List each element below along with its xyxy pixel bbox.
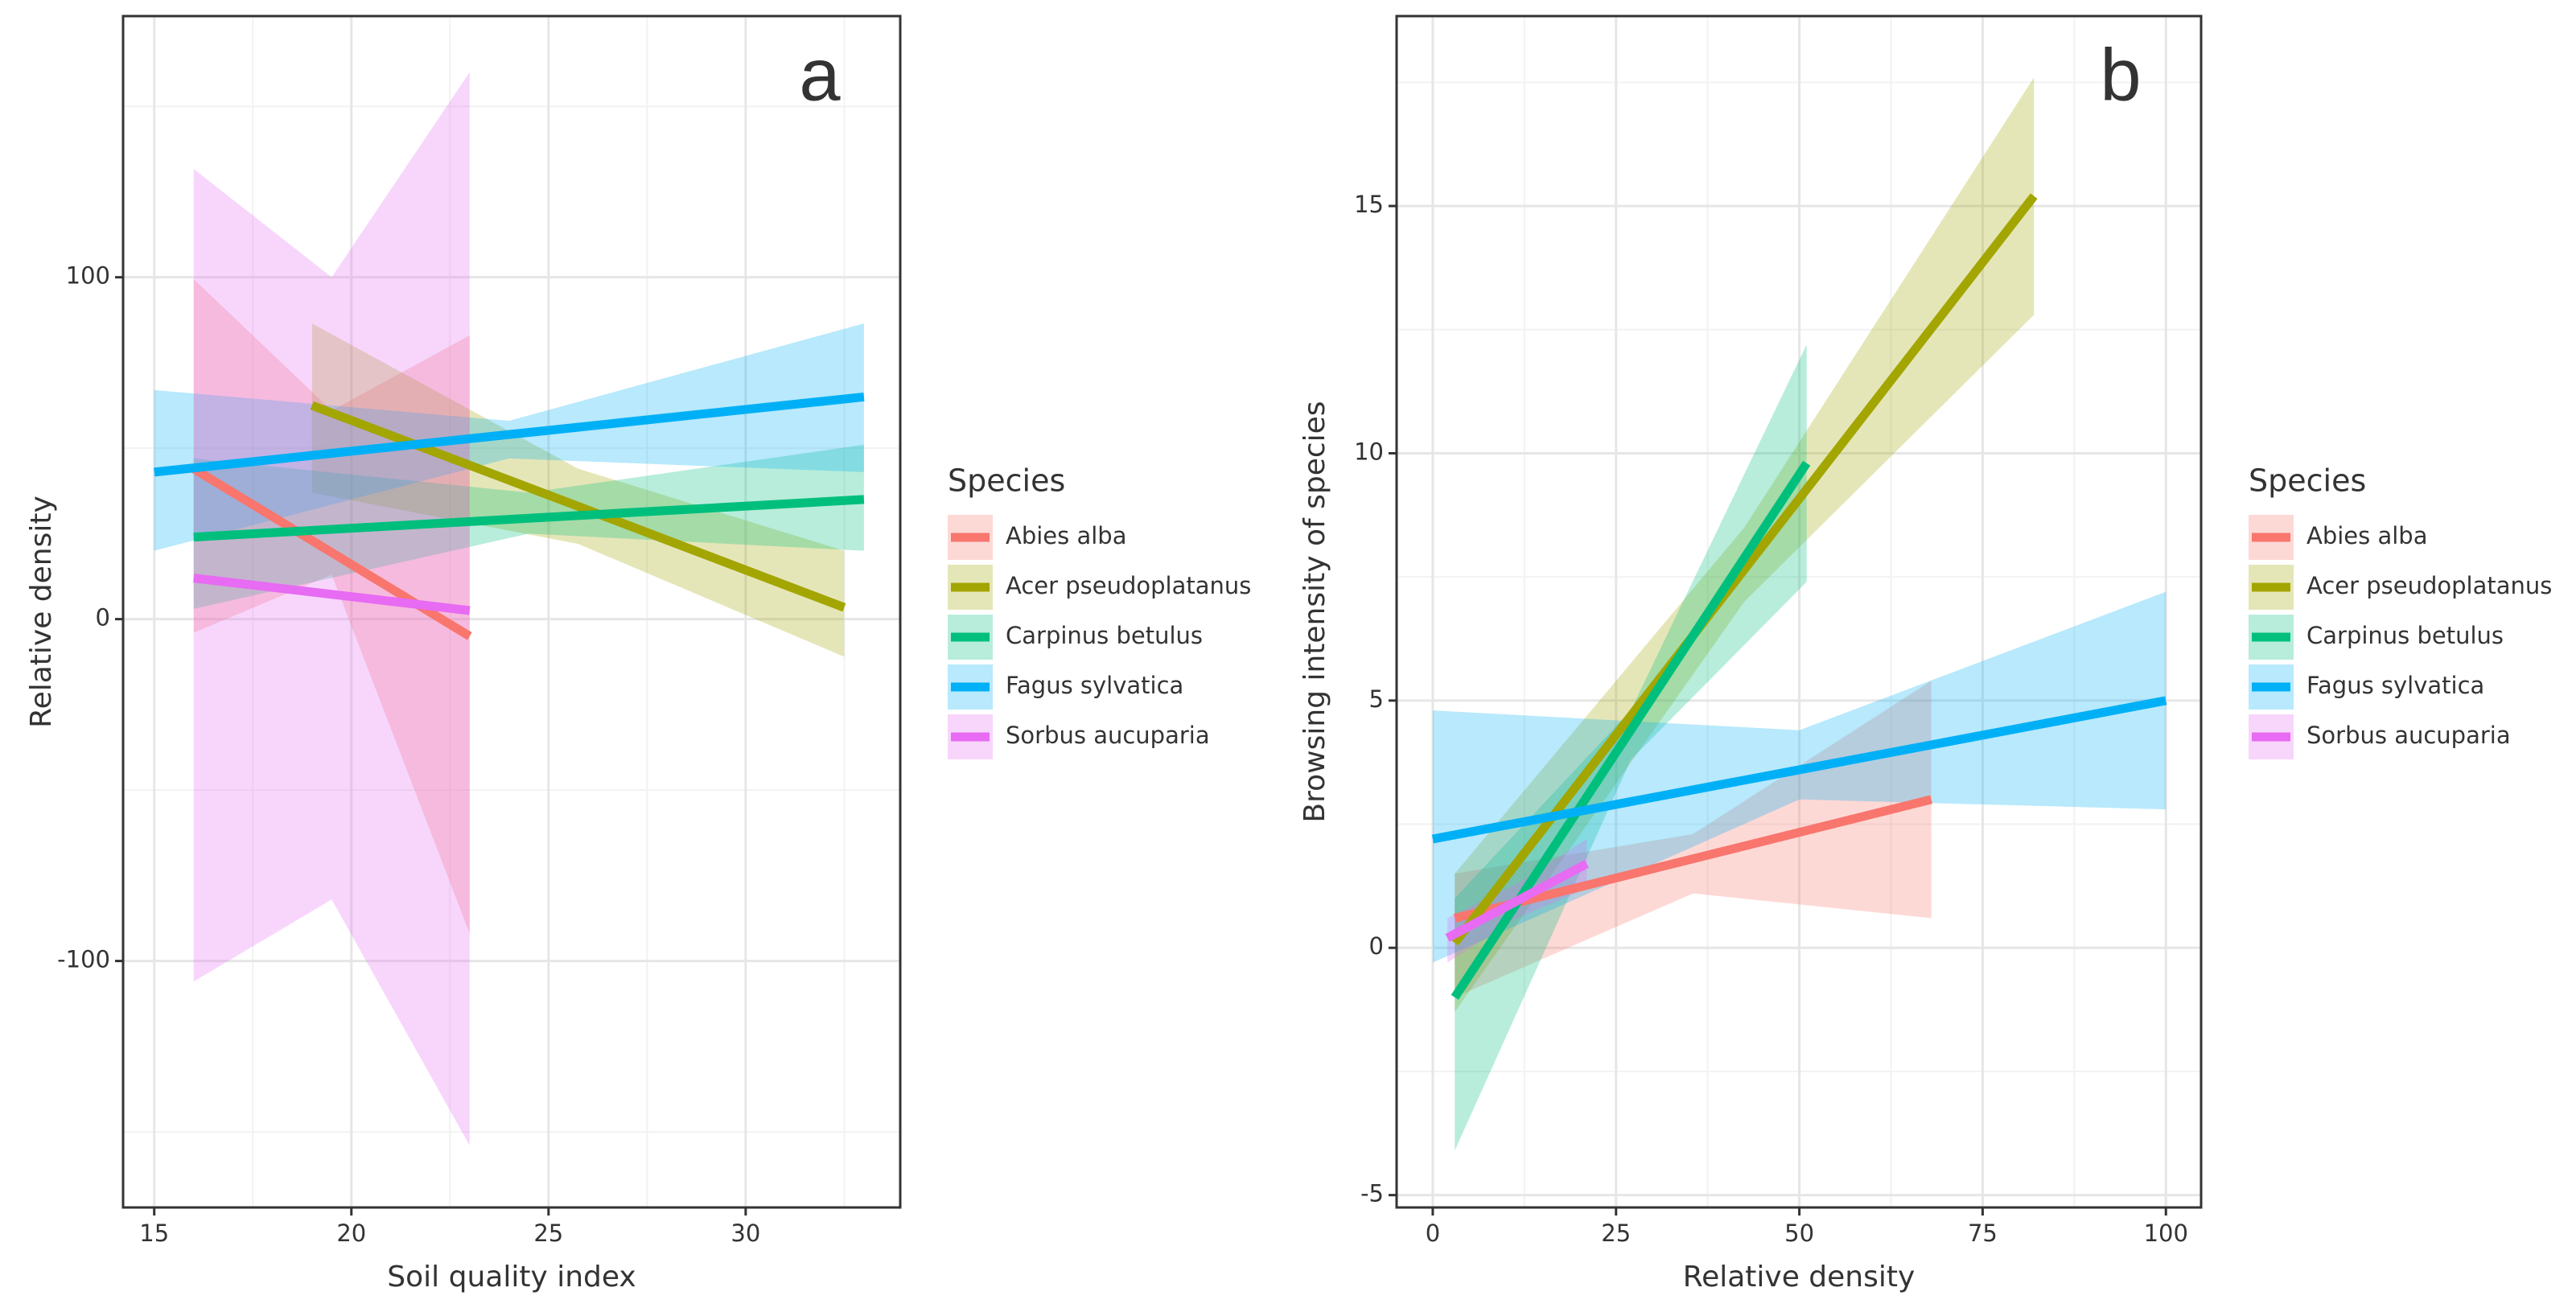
plot-border (1395, 14, 2203, 1209)
legend-label: Acer pseudoplatanus (1006, 572, 1251, 599)
y-tick-label: 0 (96, 604, 110, 631)
y-tick-label: 5 (1369, 685, 1384, 713)
legend-title: Species (948, 463, 1065, 499)
confidence-band (193, 72, 470, 1146)
legend-label: Carpinus betulus (1006, 622, 1203, 649)
x-axis-title: Relative density (1683, 1261, 1916, 1294)
legend-title: Species (2249, 463, 2366, 499)
legend-label: Carpinus betulus (2306, 622, 2504, 649)
trend-line (310, 401, 846, 612)
y-tick-label: 10 (1354, 438, 1384, 465)
x-tick-label: 100 (2144, 1220, 2188, 1247)
legend-label: Abies alba (1006, 522, 1126, 549)
y-tick-label: 15 (1354, 191, 1384, 218)
trend-line (193, 574, 471, 615)
legend-label: Fagus sylvatica (1006, 672, 1183, 699)
trend-line (1431, 696, 2167, 844)
confidence-band (1455, 681, 1932, 998)
x-tick-label: 75 (1968, 1220, 1998, 1247)
y-axis-title: Browsing intensity of species (1298, 401, 1331, 822)
y-axis-title: Relative density (25, 496, 58, 728)
x-tick-label: 25 (1601, 1220, 1631, 1247)
plot-border (121, 14, 902, 1209)
x-tick-label: 20 (336, 1220, 366, 1247)
confidence-band (1432, 591, 2167, 963)
x-axis-title: Soil quality index (387, 1261, 636, 1294)
legend-label: Acer pseudoplatanus (2306, 572, 2552, 599)
panel: 0 25 50 75 100 -5 0 5 10 15 b Relative density Brows… (1298, 14, 2552, 1294)
x-tick-label: 0 (1426, 1220, 1440, 1247)
legend-label: Sorbus aucuparia (2306, 722, 2511, 749)
x-tick-label: 50 (1784, 1220, 1814, 1247)
panel: 15 20 25 30 -100 0 100 a Soil quality index Relat… (25, 14, 1251, 1294)
y-tick-label: -100 (57, 946, 110, 973)
legend-label: Sorbus aucuparia (1006, 722, 1210, 749)
panel-label: b (2100, 34, 2141, 116)
legend-label: Abies alba (2306, 522, 2427, 549)
trend-line (1451, 460, 1811, 1000)
confidence-band (311, 323, 845, 657)
trend-line (154, 392, 865, 477)
x-tick-label: 30 (730, 1220, 760, 1247)
legend-label: Fagus sylvatica (2306, 672, 2484, 699)
panel-label: a (799, 34, 841, 116)
y-tick-label: 100 (66, 262, 110, 290)
confidence-band (1455, 344, 1807, 1151)
y-tick-label: -5 (1360, 1180, 1384, 1207)
x-tick-label: 15 (139, 1220, 169, 1247)
trend-line (1445, 859, 1589, 942)
trend-line (1453, 795, 1932, 923)
x-tick-label: 25 (533, 1220, 563, 1247)
y-tick-label: 0 (1369, 932, 1384, 960)
trend-line (193, 495, 865, 542)
